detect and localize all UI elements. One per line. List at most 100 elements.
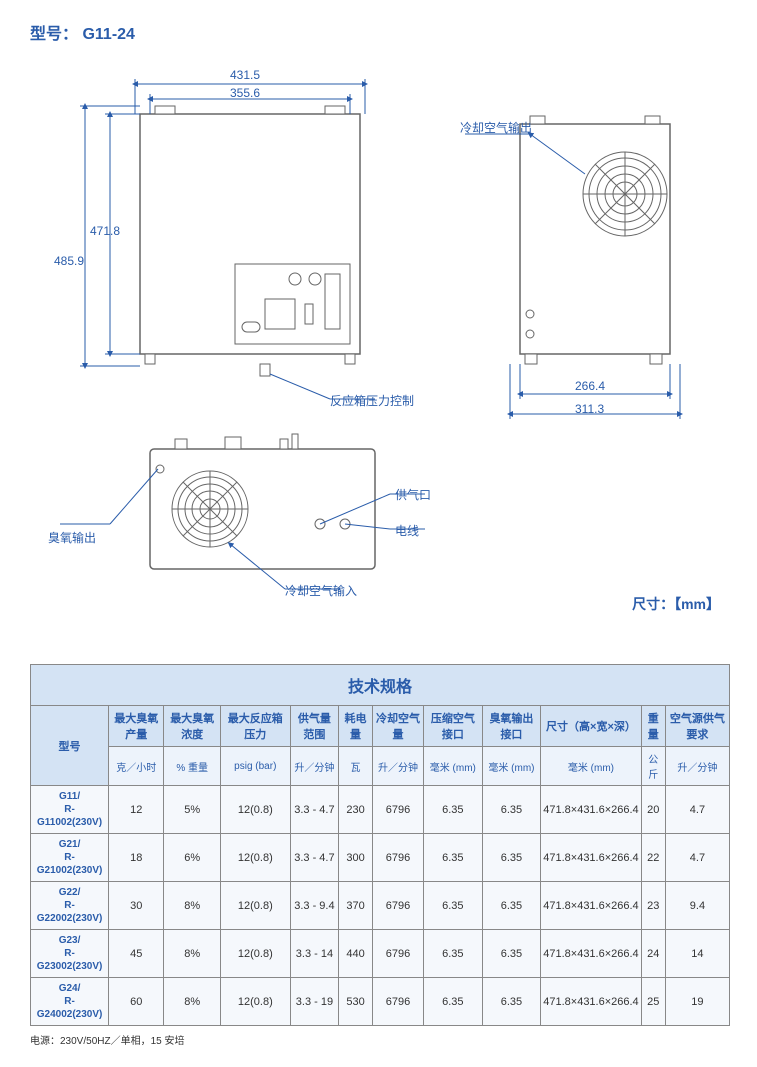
col-unit: 毫米 (mm) bbox=[424, 747, 483, 786]
model-cell: G11/R-G11002(230V) bbox=[31, 786, 109, 834]
col-header: 臭氧输出接口 bbox=[482, 706, 541, 747]
data-cell: 471.8×431.6×266.4 bbox=[541, 978, 641, 1026]
model-cell: G24/R-G24002(230V) bbox=[31, 978, 109, 1026]
data-cell: 12(0.8) bbox=[220, 834, 290, 882]
table-unit-row: 克／小时% 重量psig (bar)升／分钟瓦升／分钟毫米 (mm)毫米 (mm… bbox=[31, 747, 730, 786]
data-cell: 19 bbox=[665, 978, 729, 1026]
dim-front-height-outer: 485.9 bbox=[54, 254, 84, 268]
col-unit: psig (bar) bbox=[220, 747, 290, 786]
data-cell: 6.35 bbox=[482, 930, 541, 978]
col-unit: 公斤 bbox=[641, 747, 665, 786]
data-cell: 6796 bbox=[372, 834, 423, 882]
callout-reaction-pressure: 反应箱压力控制 bbox=[330, 392, 414, 409]
front-view bbox=[80, 79, 375, 399]
col-unit: 瓦 bbox=[339, 747, 373, 786]
data-cell: 60 bbox=[109, 978, 164, 1026]
col-unit: 克／小时 bbox=[109, 747, 164, 786]
model-cell: G22/R-G22002(230V) bbox=[31, 882, 109, 930]
data-cell: 14 bbox=[665, 930, 729, 978]
table-header-row: 型号最大臭氧产量最大臭氧浓度最大反应箱压力供气量范围耗电量冷却空气量压缩空气接口… bbox=[31, 706, 730, 747]
table-footnote: 电源：230V/50HZ／单相，15 安培 bbox=[30, 1032, 727, 1047]
model-cell: G23/R-G23002(230V) bbox=[31, 930, 109, 978]
table-row: G23/R-G23002(230V)458%12(0.8)3.3 - 14440… bbox=[31, 930, 730, 978]
data-cell: 440 bbox=[339, 930, 373, 978]
data-cell: 20 bbox=[641, 786, 665, 834]
model-header: 型号： G11-24 bbox=[30, 20, 727, 44]
data-cell: 471.8×431.6×266.4 bbox=[541, 834, 641, 882]
units-note: 尺寸：【mm】 bbox=[632, 594, 720, 614]
col-header: 型号 bbox=[31, 706, 109, 786]
data-cell: 6796 bbox=[372, 786, 423, 834]
col-unit: 毫米 (mm) bbox=[541, 747, 641, 786]
data-cell: 8% bbox=[164, 930, 220, 978]
model-value: G11-24 bbox=[82, 26, 134, 43]
data-cell: 6.35 bbox=[482, 786, 541, 834]
callout-cable: 电线 bbox=[395, 522, 419, 539]
data-cell: 12(0.8) bbox=[220, 786, 290, 834]
col-unit: 升／分钟 bbox=[290, 747, 338, 786]
model-cell: G21/R-G21002(230V) bbox=[31, 834, 109, 882]
drawing-svg bbox=[30, 54, 730, 614]
dim-front-width-outer: 431.5 bbox=[230, 68, 260, 82]
col-header: 最大臭氧浓度 bbox=[164, 706, 220, 747]
data-cell: 230 bbox=[339, 786, 373, 834]
callout-gas-supply: 供气口 bbox=[395, 486, 431, 503]
col-header: 最大臭氧产量 bbox=[109, 706, 164, 747]
data-cell: 471.8×431.6×266.4 bbox=[541, 882, 641, 930]
col-header: 空气源供气要求 bbox=[665, 706, 729, 747]
dim-side-width-outer: 311.3 bbox=[575, 402, 604, 416]
data-cell: 45 bbox=[109, 930, 164, 978]
data-cell: 6% bbox=[164, 834, 220, 882]
dim-front-width-inner: 355.6 bbox=[230, 86, 260, 100]
table-row: G22/R-G22002(230V)308%12(0.8)3.3 - 9.437… bbox=[31, 882, 730, 930]
table-row: G21/R-G21002(230V)186%12(0.8)3.3 - 4.730… bbox=[31, 834, 730, 882]
col-header: 供气量范围 bbox=[290, 706, 338, 747]
data-cell: 3.3 - 4.7 bbox=[290, 786, 338, 834]
col-unit: 升／分钟 bbox=[665, 747, 729, 786]
data-cell: 22 bbox=[641, 834, 665, 882]
data-cell: 300 bbox=[339, 834, 373, 882]
data-cell: 12 bbox=[109, 786, 164, 834]
data-cell: 530 bbox=[339, 978, 373, 1026]
table-row: G24/R-G24002(230V)608%12(0.8)3.3 - 19530… bbox=[31, 978, 730, 1026]
col-unit: 升／分钟 bbox=[372, 747, 423, 786]
data-cell: 6796 bbox=[372, 978, 423, 1026]
data-cell: 471.8×431.6×266.4 bbox=[541, 930, 641, 978]
data-cell: 6796 bbox=[372, 882, 423, 930]
data-cell: 4.7 bbox=[665, 834, 729, 882]
data-cell: 18 bbox=[109, 834, 164, 882]
data-cell: 3.3 - 9.4 bbox=[290, 882, 338, 930]
col-header: 重量 bbox=[641, 706, 665, 747]
data-cell: 23 bbox=[641, 882, 665, 930]
model-prefix: 型号： bbox=[30, 26, 78, 43]
col-header: 最大反应箱压力 bbox=[220, 706, 290, 747]
data-cell: 6.35 bbox=[482, 882, 541, 930]
data-cell: 6.35 bbox=[424, 882, 483, 930]
table-body: G11/R-G11002(230V)125%12(0.8)3.3 - 4.723… bbox=[31, 786, 730, 1026]
table-title: 技术规格 bbox=[31, 665, 730, 706]
data-cell: 3.3 - 4.7 bbox=[290, 834, 338, 882]
top-view bbox=[60, 434, 425, 589]
data-cell: 6.35 bbox=[424, 930, 483, 978]
col-header: 尺寸（高×宽×深） bbox=[541, 706, 641, 747]
data-cell: 471.8×431.6×266.4 bbox=[541, 786, 641, 834]
col-header: 耗电量 bbox=[339, 706, 373, 747]
col-header: 压缩空气接口 bbox=[424, 706, 483, 747]
callout-ozone-out: 臭氧输出 bbox=[48, 529, 96, 546]
dim-side-width-inner: 266.4 bbox=[575, 379, 605, 393]
data-cell: 3.3 - 19 bbox=[290, 978, 338, 1026]
spec-table: 技术规格 型号最大臭氧产量最大臭氧浓度最大反应箱压力供气量范围耗电量冷却空气量压… bbox=[30, 664, 730, 1026]
data-cell: 12(0.8) bbox=[220, 978, 290, 1026]
data-cell: 8% bbox=[164, 978, 220, 1026]
data-cell: 4.7 bbox=[665, 786, 729, 834]
data-cell: 30 bbox=[109, 882, 164, 930]
data-cell: 6.35 bbox=[482, 978, 541, 1026]
callout-cooling-air-in: 冷却空气输入 bbox=[285, 582, 357, 599]
data-cell: 6796 bbox=[372, 930, 423, 978]
table-row: G11/R-G11002(230V)125%12(0.8)3.3 - 4.723… bbox=[31, 786, 730, 834]
dim-front-height-inner: 471.8 bbox=[90, 224, 120, 238]
data-cell: 6.35 bbox=[424, 786, 483, 834]
data-cell: 12(0.8) bbox=[220, 930, 290, 978]
data-cell: 25 bbox=[641, 978, 665, 1026]
callout-cooling-air-out: 冷却空气输出 bbox=[460, 119, 532, 136]
